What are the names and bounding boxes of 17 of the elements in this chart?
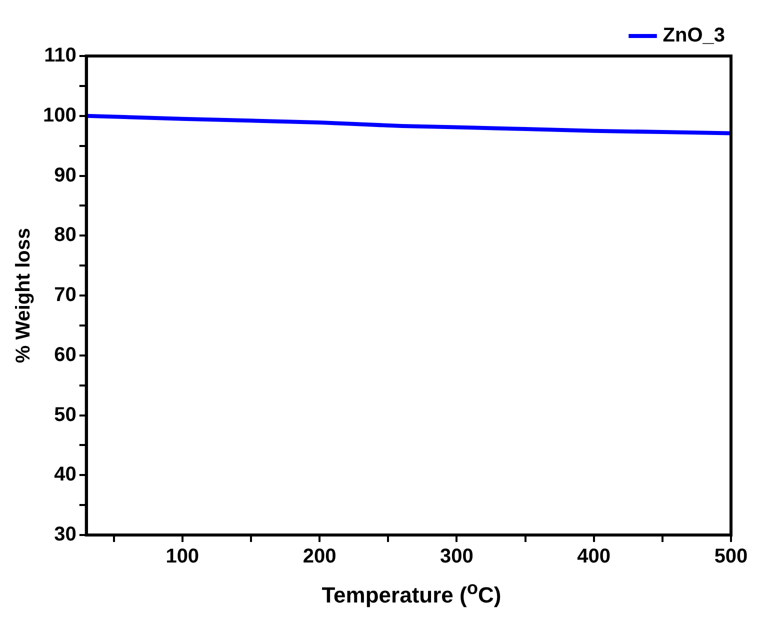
y-tick-label: 70 [54, 284, 76, 306]
x-axis-title: Temperature ($^{o}$C) [320, 576, 502, 608]
y-tick-label: 60 [54, 344, 76, 366]
legend-label: ZnO_3 [662, 24, 726, 47]
y-tick-label: 100 [42, 104, 76, 126]
y-tick-label: 90 [54, 164, 76, 186]
x-tick-label: 300 [440, 546, 474, 568]
x-tick-label: 500 [714, 546, 748, 568]
y-axis-title: % Weight loss [12, 228, 35, 364]
y-tick-label: 30 [54, 524, 76, 546]
y-tick-label: 80 [54, 224, 76, 246]
y-tick-label: 50 [54, 404, 76, 426]
y-tick-label: 40 [54, 464, 76, 486]
x-tick-label: 400 [577, 546, 611, 568]
y-tick-label: 110 [44, 44, 76, 67]
x-tick-label: 200 [302, 546, 336, 568]
x-tick-label: 100 [166, 546, 200, 568]
